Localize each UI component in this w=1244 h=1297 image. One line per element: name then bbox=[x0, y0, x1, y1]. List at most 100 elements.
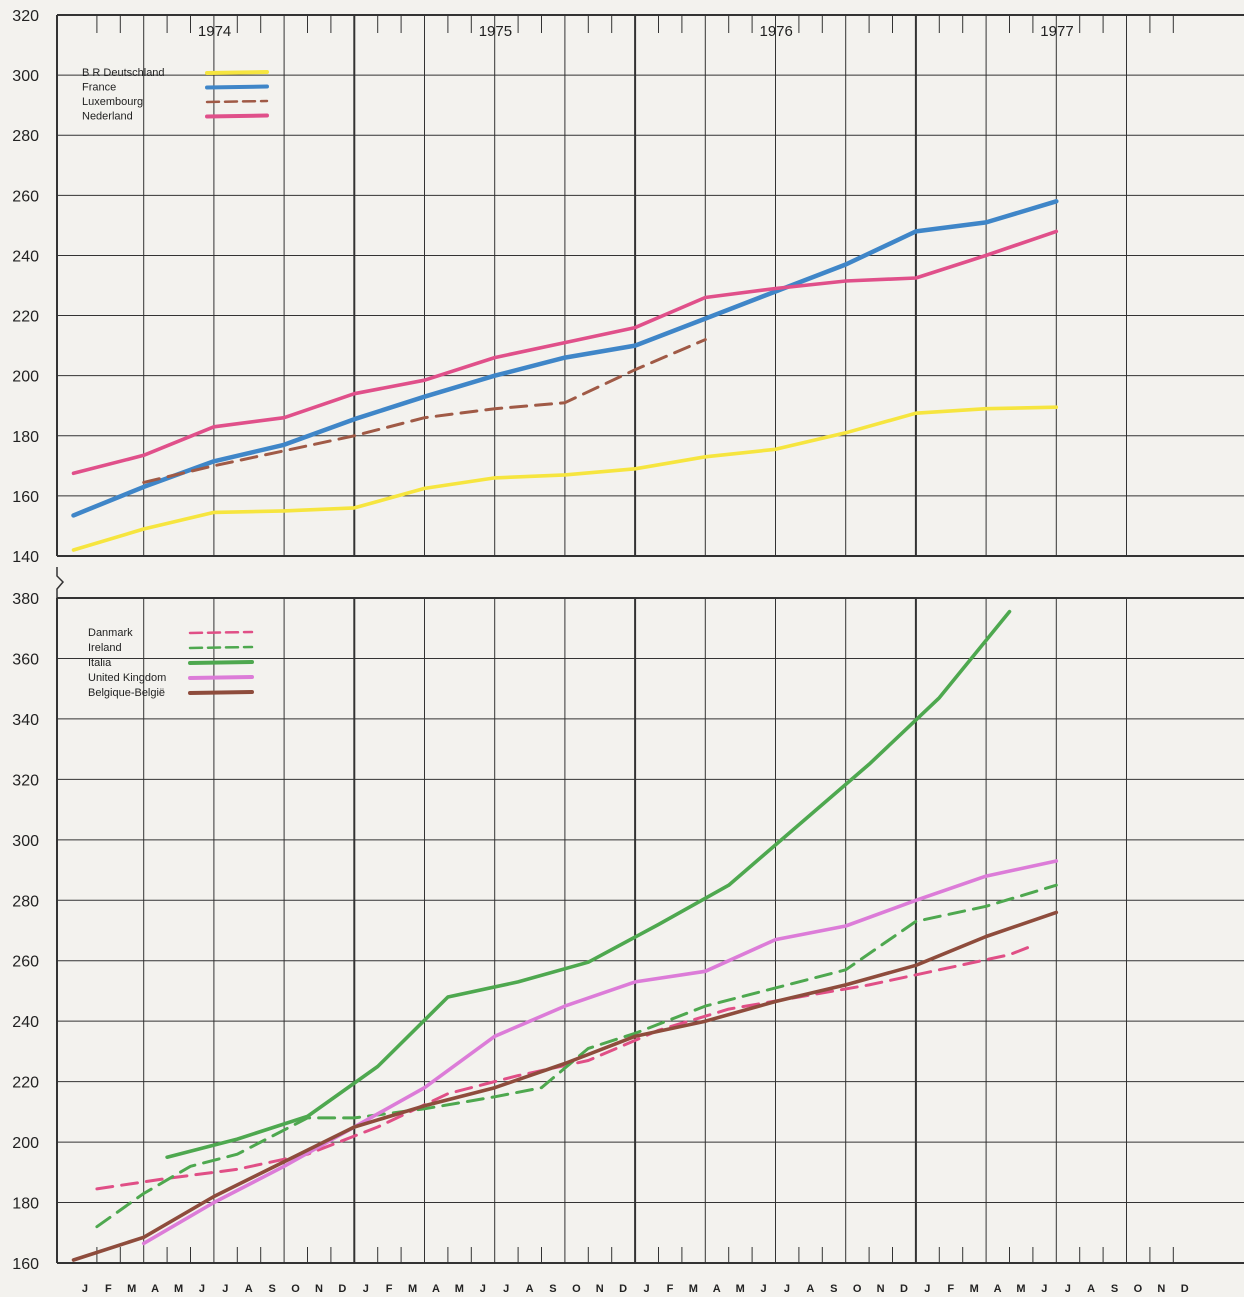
x-tick-label-month: M bbox=[689, 1283, 699, 1295]
x-tick-label-month: O bbox=[572, 1283, 581, 1295]
top-y-axis: 140 160 180 200 220 240 260 280 300 320 bbox=[12, 8, 39, 566]
legend-swatch bbox=[205, 99, 269, 104]
x-tick-label-month: N bbox=[1157, 1283, 1165, 1295]
year-label: 1974 bbox=[198, 23, 231, 40]
year-label: 1975 bbox=[479, 23, 512, 40]
x-tick-label-month: F bbox=[105, 1283, 112, 1295]
x-tick-label-month: J bbox=[480, 1283, 487, 1295]
y-tick-label: 300 bbox=[12, 833, 39, 850]
x-tick-label-month: J bbox=[643, 1283, 650, 1295]
x-tick-label-month: A bbox=[245, 1283, 253, 1295]
x-tick-label-month: J bbox=[1065, 1283, 1072, 1295]
x-tick-label-month: S bbox=[830, 1283, 838, 1295]
x-tick-label-month: S bbox=[1111, 1283, 1119, 1295]
legend-swatch bbox=[205, 113, 269, 119]
y-tick-label: 160 bbox=[12, 1256, 39, 1273]
y-tick-label: 320 bbox=[12, 772, 39, 789]
series-line bbox=[71, 229, 1059, 476]
x-tick-label-month: M bbox=[455, 1283, 465, 1295]
y-tick-label: 260 bbox=[12, 188, 39, 205]
x-tick-label-month: S bbox=[268, 1283, 276, 1295]
legend-label: Nederland bbox=[82, 111, 133, 123]
top-series bbox=[71, 199, 1059, 552]
y-tick-label: 240 bbox=[12, 248, 39, 265]
legend-label: France bbox=[82, 82, 116, 94]
x-tick-label-month: M bbox=[736, 1283, 746, 1295]
bottom-y-axis: 160 180 200 220 240 260 280 300 320 340 360 380 bbox=[12, 591, 39, 1273]
series-line bbox=[141, 859, 1059, 1246]
bottom-legend: Danmark Ireland Italia United Kingdom Belgiq… bbox=[88, 627, 254, 699]
legend-swatch bbox=[188, 645, 254, 650]
legend-label: Luxembourg bbox=[82, 96, 143, 108]
x-tick-label-month: A bbox=[1087, 1283, 1095, 1295]
bottom-chart-panel: 160 180 200 220 240 260 280 300 320 340 360 380 Dan… bbox=[12, 591, 1244, 1273]
x-tick-label-month: M bbox=[970, 1283, 980, 1295]
legend-label: Belgique-België bbox=[88, 687, 165, 699]
y-tick-label: 380 bbox=[12, 591, 39, 608]
y-tick-label: 360 bbox=[12, 651, 39, 668]
y-tick-label: 300 bbox=[12, 68, 39, 85]
legend-label: Danmark bbox=[88, 627, 133, 639]
x-tick-label-month: A bbox=[151, 1283, 159, 1295]
y-tick-label: 140 bbox=[12, 549, 39, 566]
y-tick-label: 220 bbox=[12, 309, 39, 326]
x-tick-label-month: J bbox=[784, 1283, 791, 1295]
x-tick-label-month: D bbox=[619, 1283, 627, 1295]
x-tick-label-month: M bbox=[127, 1283, 137, 1295]
x-tick-label-month: D bbox=[338, 1283, 346, 1295]
x-tick-label-month: N bbox=[315, 1283, 323, 1295]
legend-label: Ireland bbox=[88, 642, 122, 654]
legend-label: Italia bbox=[88, 657, 112, 669]
y-tick-label: 280 bbox=[12, 128, 39, 145]
legend-swatch bbox=[188, 675, 254, 680]
series-line bbox=[71, 405, 1059, 552]
axis-break bbox=[56, 567, 65, 598]
legend-swatch bbox=[188, 690, 254, 695]
x-tick-label-month: O bbox=[291, 1283, 300, 1295]
x-tick-label-month: A bbox=[806, 1283, 814, 1295]
top-chart-panel: 1974 1975 1976 1977 140 160 180 200 220 240 260 28… bbox=[12, 8, 1244, 566]
legend-label: United Kingdom bbox=[88, 672, 166, 684]
x-tick-label-month: J bbox=[222, 1283, 229, 1295]
x-tick-label-month: N bbox=[877, 1283, 885, 1295]
legend-swatch bbox=[205, 84, 269, 90]
y-tick-label: 200 bbox=[12, 1135, 39, 1152]
x-tick-label-month: O bbox=[1134, 1283, 1143, 1295]
top-grid bbox=[56, 14, 1244, 557]
y-tick-label: 280 bbox=[12, 893, 39, 910]
x-tick-label-month: A bbox=[994, 1283, 1002, 1295]
x-tick-label-month: A bbox=[432, 1283, 440, 1295]
bottom-grid bbox=[56, 597, 1244, 1264]
y-tick-label: 340 bbox=[12, 712, 39, 729]
x-tick-label-month: M bbox=[174, 1283, 184, 1295]
legend-swatch bbox=[188, 630, 254, 635]
x-tick-label-month: F bbox=[947, 1283, 954, 1295]
y-tick-label: 200 bbox=[12, 369, 39, 386]
x-tick-label-month: J bbox=[760, 1283, 767, 1295]
series-line bbox=[165, 609, 1012, 1159]
x-tick-label-month: N bbox=[596, 1283, 604, 1295]
x-tick-label-month: J bbox=[503, 1283, 510, 1295]
x-tick-label-month: J bbox=[924, 1283, 931, 1295]
x-tick-label-month: A bbox=[713, 1283, 721, 1295]
y-tick-label: 320 bbox=[12, 8, 39, 25]
year-label: 1977 bbox=[1040, 23, 1073, 40]
series-line bbox=[142, 338, 707, 484]
x-tick-label-month: S bbox=[549, 1283, 557, 1295]
x-tick-label-month: F bbox=[386, 1283, 393, 1295]
x-tick-label-month: J bbox=[1041, 1283, 1048, 1295]
x-tick-label-month: J bbox=[199, 1283, 206, 1295]
x-tick-label-month: D bbox=[1181, 1283, 1189, 1295]
x-tick-label-month: J bbox=[82, 1283, 89, 1295]
x-tick-label-month: J bbox=[363, 1283, 370, 1295]
series-line bbox=[71, 199, 1059, 518]
x-tick-label-month: F bbox=[667, 1283, 674, 1295]
top-year-labels: 1974 1975 1976 1977 bbox=[198, 23, 1074, 40]
y-tick-label: 240 bbox=[12, 1014, 39, 1031]
series-line bbox=[95, 883, 1058, 1229]
y-tick-label: 180 bbox=[12, 1196, 39, 1213]
x-tick-label-month: A bbox=[526, 1283, 534, 1295]
